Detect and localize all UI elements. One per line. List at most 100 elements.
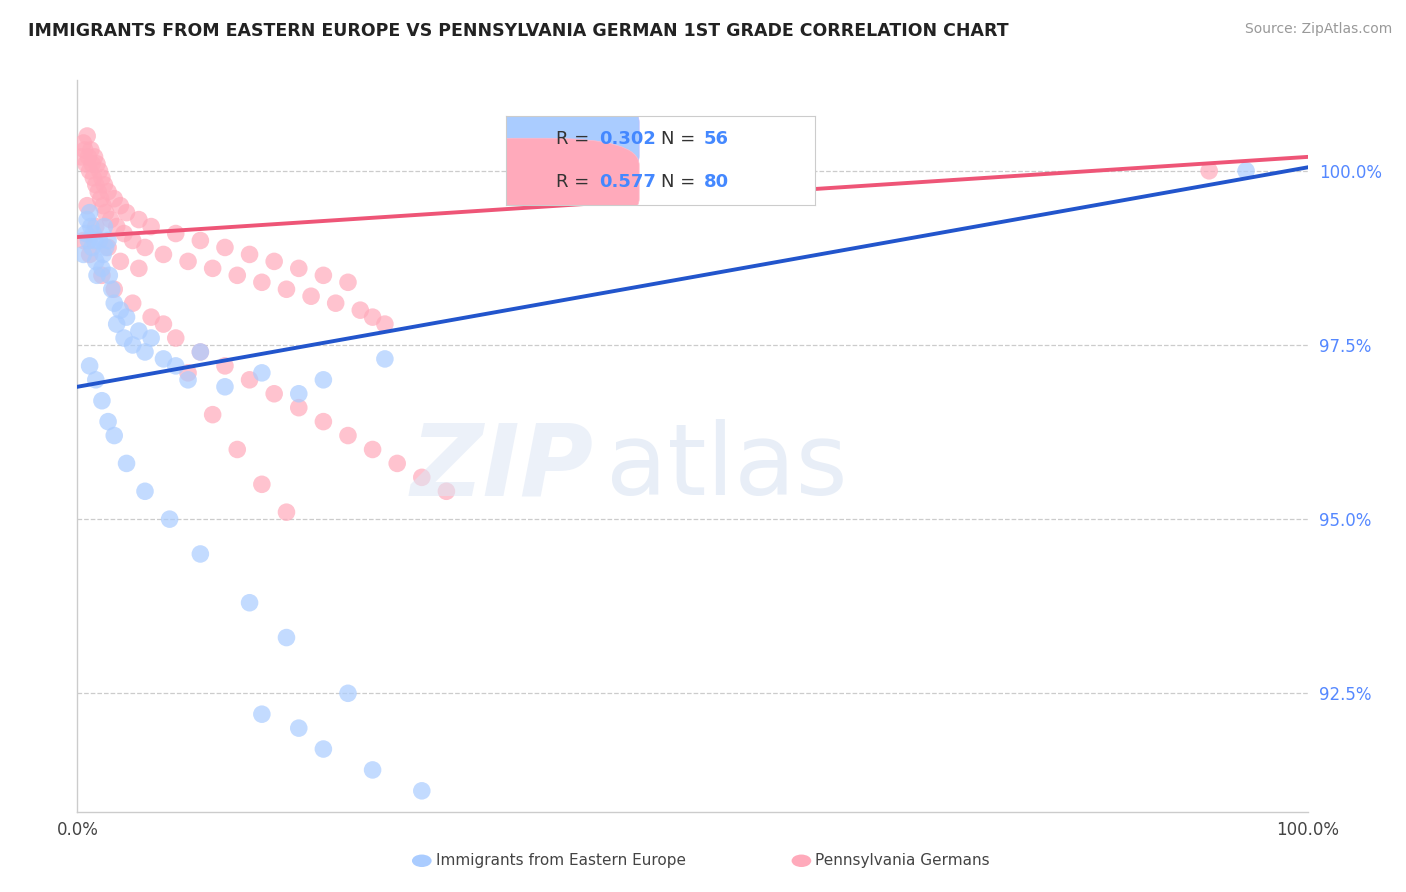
Text: R =: R = <box>555 130 595 148</box>
Point <box>91 247 114 261</box>
Point <box>79 205 101 219</box>
Point <box>312 415 335 429</box>
Point <box>90 393 114 408</box>
Point <box>83 234 105 248</box>
Point <box>103 192 125 206</box>
Point <box>288 261 311 276</box>
Text: IMMIGRANTS FROM EASTERN EUROPE VS PENNSYLVANIA GERMAN 1ST GRADE CORRELATION CHAR: IMMIGRANTS FROM EASTERN EUROPE VS PENNSY… <box>28 22 1008 40</box>
Point <box>83 150 105 164</box>
Point <box>80 143 103 157</box>
Point <box>105 317 128 331</box>
Point <box>115 310 138 325</box>
Point <box>134 345 156 359</box>
Point <box>84 219 107 234</box>
Point <box>76 199 98 213</box>
Point <box>84 178 107 192</box>
FancyBboxPatch shape <box>423 95 640 183</box>
Point <box>263 254 285 268</box>
Point <box>72 234 94 248</box>
Text: Source: ZipAtlas.com: Source: ZipAtlas.com <box>1244 22 1392 37</box>
Point <box>90 268 114 283</box>
Point <box>190 547 212 561</box>
Point <box>97 240 120 254</box>
Point <box>288 386 311 401</box>
Point <box>90 192 112 206</box>
Point <box>152 247 174 261</box>
Point <box>361 763 384 777</box>
Point <box>90 170 114 185</box>
Text: 0.302: 0.302 <box>599 130 655 148</box>
Point <box>349 303 371 318</box>
Point <box>94 240 117 254</box>
Point <box>152 317 174 331</box>
Point <box>94 205 117 219</box>
Point <box>361 310 384 325</box>
Point <box>239 596 262 610</box>
Point <box>134 484 156 499</box>
Point <box>98 268 121 283</box>
Point <box>436 484 458 499</box>
Point <box>201 408 224 422</box>
Point <box>86 268 108 283</box>
Point <box>214 359 236 373</box>
Point <box>103 282 125 296</box>
Point <box>337 686 360 700</box>
Point <box>112 227 135 241</box>
Point <box>214 240 236 254</box>
Point <box>115 457 138 471</box>
Point <box>239 373 262 387</box>
Point <box>121 338 143 352</box>
Point <box>112 331 135 345</box>
Point <box>165 331 187 345</box>
Point <box>288 401 311 415</box>
Point <box>97 185 120 199</box>
Point <box>411 784 433 798</box>
Point <box>72 247 94 261</box>
Point <box>159 512 181 526</box>
Point <box>374 351 396 366</box>
Point <box>80 219 103 234</box>
Point <box>226 268 249 283</box>
Text: Immigrants from Eastern Europe: Immigrants from Eastern Europe <box>436 854 686 868</box>
Text: Pennsylvania Germans: Pennsylvania Germans <box>815 854 990 868</box>
Point <box>374 317 396 331</box>
Point <box>312 742 335 756</box>
Point <box>84 254 107 268</box>
Point <box>325 296 347 310</box>
Point <box>82 227 104 241</box>
Point <box>128 324 150 338</box>
Text: N =: N = <box>661 173 700 191</box>
Point <box>276 505 298 519</box>
Point <box>70 150 93 164</box>
Point <box>121 234 143 248</box>
Point <box>89 234 111 248</box>
Point <box>288 721 311 735</box>
Point <box>89 164 111 178</box>
Point <box>312 373 335 387</box>
FancyBboxPatch shape <box>423 138 640 226</box>
Point <box>165 227 187 241</box>
Point <box>226 442 249 457</box>
Point <box>134 240 156 254</box>
Point <box>110 199 132 213</box>
Point <box>97 415 120 429</box>
Point <box>76 212 98 227</box>
Point <box>128 261 150 276</box>
Point <box>93 178 115 192</box>
Point <box>411 470 433 484</box>
Point <box>110 254 132 268</box>
Point <box>75 227 97 241</box>
Point <box>250 707 273 722</box>
Point <box>299 289 322 303</box>
Point <box>250 366 273 380</box>
Point <box>105 219 128 234</box>
Text: 0.577: 0.577 <box>599 173 655 191</box>
Point <box>90 261 114 276</box>
Point <box>77 150 100 164</box>
Point <box>82 170 104 185</box>
Point <box>73 143 96 157</box>
Point <box>82 240 104 254</box>
Point <box>250 477 273 491</box>
Point <box>263 386 285 401</box>
Point <box>76 128 98 143</box>
